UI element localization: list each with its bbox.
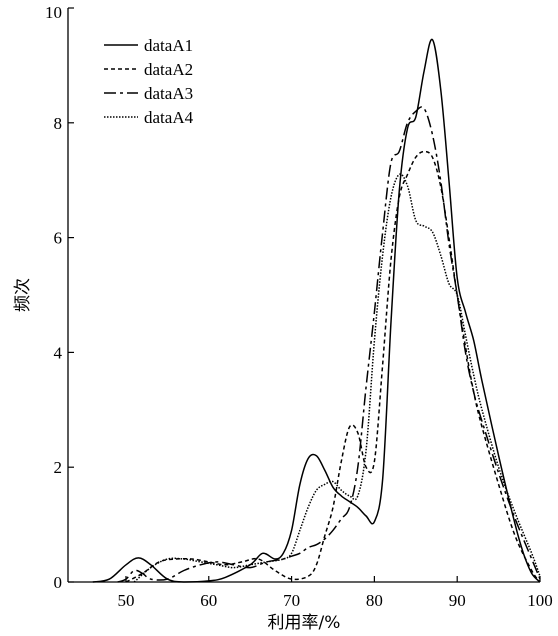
x-tick-label: 50 — [117, 591, 134, 610]
x-tick-label: 70 — [283, 591, 300, 610]
series-line-dataa1 — [92, 38, 541, 583]
legend-label-dataa2: dataA2 — [144, 60, 193, 79]
y-tick-label: 10 — [45, 3, 62, 22]
series-line-dataa2 — [125, 150, 541, 583]
legend-label-dataa4: dataA4 — [144, 108, 194, 127]
x-tick-label: 100 — [527, 591, 553, 610]
legend-label-dataa1: dataA1 — [144, 36, 193, 55]
legend: dataA1 dataA2 dataA3 dataA4 — [104, 36, 194, 127]
y-tick-label: 0 — [54, 573, 63, 592]
y-tick-label: 2 — [54, 458, 63, 477]
x-axis-title: 利用率/% — [268, 613, 341, 633]
x-tick-label: 90 — [449, 591, 466, 610]
legend-label-dataa3: dataA3 — [144, 84, 193, 103]
ticks: 50 60 70 80 90 100 0 2 4 6 8 10 — [45, 3, 553, 610]
series-lines — [92, 38, 541, 583]
y-tick-label: 6 — [54, 229, 63, 248]
y-tick-label: 4 — [54, 343, 63, 362]
series-line-dataa3 — [117, 106, 541, 583]
y-axis-title: 频次 — [13, 278, 33, 312]
series-line-dataa4 — [133, 173, 541, 583]
axes — [67, 8, 540, 583]
y-tick-label: 8 — [54, 114, 63, 133]
x-tick-label: 80 — [366, 591, 383, 610]
x-tick-label: 60 — [200, 591, 217, 610]
